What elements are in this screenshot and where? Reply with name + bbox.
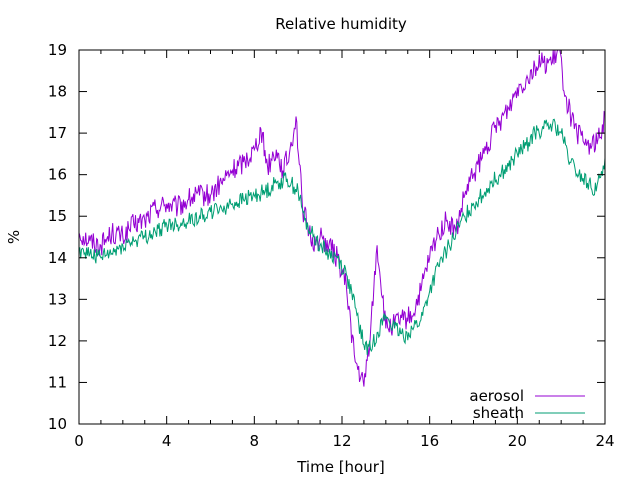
series-line-sheath	[78, 118, 606, 355]
y-tick-label: 17	[48, 124, 67, 142]
x-tick-label: 20	[508, 432, 527, 450]
y-tick-label: 18	[48, 83, 67, 101]
y-axis-label: %	[5, 230, 23, 244]
x-tick-label: 12	[332, 432, 351, 450]
plot-area: 0 4 8 12 16 20 24 10 11 12 13 14 15 16 17 18 19	[48, 41, 615, 450]
plot-frame	[78, 49, 606, 425]
x-tick-label: 16	[420, 432, 439, 450]
y-tick-label: 16	[48, 166, 67, 184]
y-tick-label: 11	[48, 373, 67, 391]
y-tick-label: 10	[48, 415, 67, 433]
chart-title: Relative humidity	[275, 15, 407, 33]
x-axis-label: Time [hour]	[296, 458, 385, 476]
y-tick-label: 14	[48, 249, 67, 267]
x-tick-label: 24	[595, 432, 614, 450]
y-tick-label: 13	[48, 290, 67, 308]
legend-label-sheath: sheath	[473, 404, 524, 422]
x-tick-label: 4	[162, 432, 172, 450]
y-tick-label: 12	[48, 332, 67, 350]
x-tick-label: 0	[74, 432, 84, 450]
series-line-aerosol	[78, 49, 606, 387]
legend-label-aerosol: aerosol	[469, 387, 524, 405]
y-tick-label: 19	[48, 41, 67, 59]
x-tick-label: 8	[250, 432, 260, 450]
y-tick-label: 15	[48, 207, 67, 225]
